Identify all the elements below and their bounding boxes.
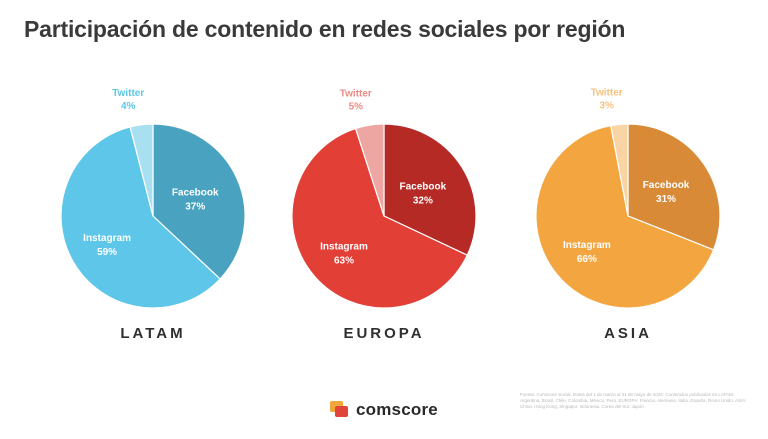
label-latam-facebook-name: Facebook <box>172 188 219 199</box>
comscore-logo: comscore <box>330 400 438 420</box>
label-asia-twitter-name: Twitter <box>591 87 623 98</box>
label-europa-instagram-name: Instagram <box>320 241 368 252</box>
label-asia-twitter-value: 3% <box>599 100 614 111</box>
label-europa-instagram-value: 63% <box>334 255 354 266</box>
label-asia-facebook-name: Facebook <box>643 180 690 191</box>
comscore-logo-text: comscore <box>356 400 438 419</box>
pie-latam: Facebook 37% Instagram 59% Twitter 4% <box>60 88 246 309</box>
region-label-europa: EUROPA <box>343 325 424 342</box>
label-latam-facebook-value: 37% <box>185 202 205 213</box>
slice-asia-twitter <box>610 123 629 217</box>
label-asia-instagram-value: 66% <box>577 254 597 265</box>
source-footnote: Fuente: Comscore Social. Datos del 1 de … <box>520 392 747 409</box>
pie-europa: Facebook 32% Instagram 63% Twitter 5% <box>291 88 477 309</box>
label-latam-instagram-value: 59% <box>97 247 117 258</box>
label-europa-facebook-value: 32% <box>413 195 433 206</box>
label-europa-twitter-value: 5% <box>349 101 364 112</box>
label-latam-instagram-name: Instagram <box>83 233 131 244</box>
slice-asia-facebook <box>627 123 721 251</box>
slice-latam-twitter <box>129 123 154 217</box>
chart-title: Participación de contenido en redes soci… <box>24 16 626 42</box>
region-label-latam: LATAM <box>120 325 185 342</box>
label-europa-twitter-name: Twitter <box>340 88 372 99</box>
label-europa-facebook-name: Facebook <box>399 181 446 192</box>
slice-europa-twitter <box>354 123 385 217</box>
slice-latam-instagram <box>60 126 221 309</box>
region-label-asia: ASIA <box>604 325 652 342</box>
label-asia-instagram-name: Instagram <box>563 240 611 251</box>
slice-asia-instagram <box>535 124 715 309</box>
slice-europa-instagram <box>291 127 469 309</box>
label-latam-twitter-value: 4% <box>121 101 136 112</box>
comscore-logo-icon <box>330 401 350 419</box>
pie-asia: Facebook 31% Instagram 66% Twitter 3% <box>535 87 721 309</box>
label-latam-twitter-name: Twitter <box>112 88 144 99</box>
label-asia-facebook-value: 31% <box>656 194 676 205</box>
slice-europa-facebook <box>383 123 477 256</box>
slice-latam-facebook <box>152 123 246 280</box>
